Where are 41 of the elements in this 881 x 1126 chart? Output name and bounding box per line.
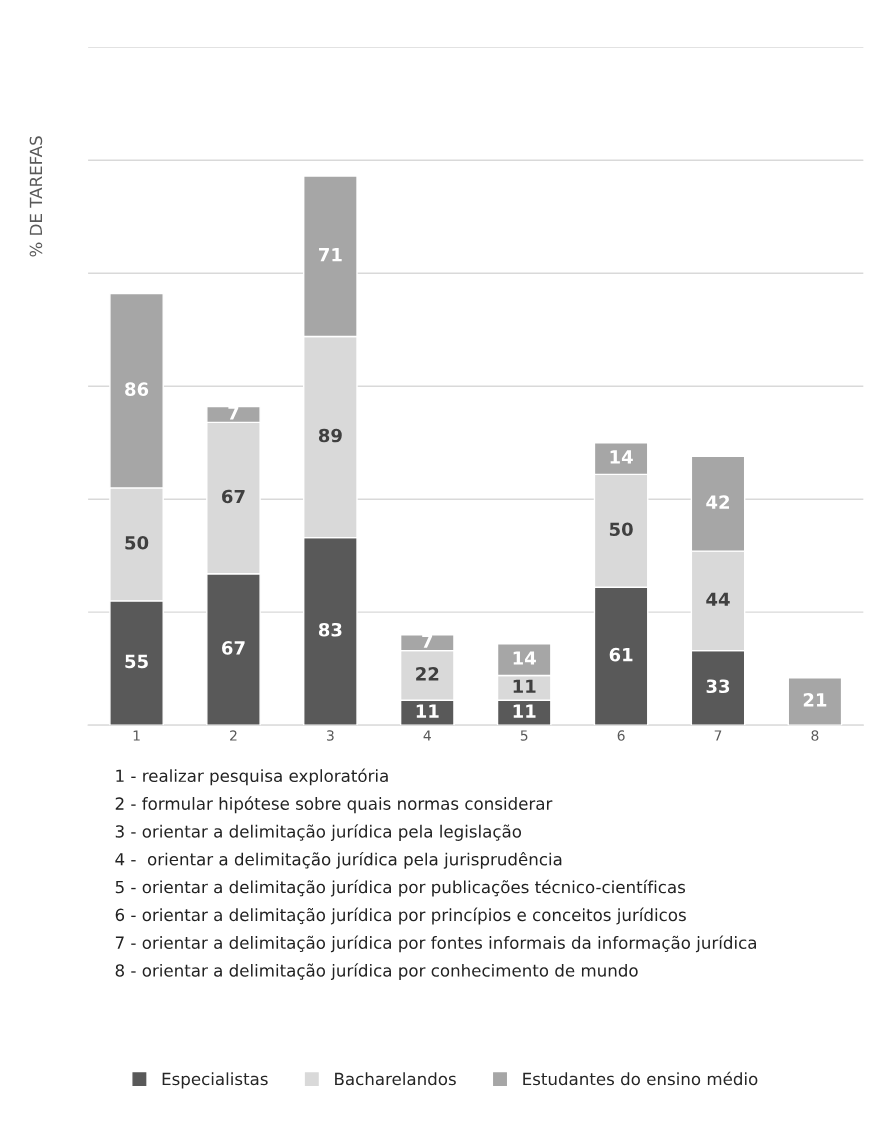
data-label: 11 xyxy=(513,704,536,718)
x-tick-label: 7 xyxy=(714,730,722,741)
data-label: 14 xyxy=(513,651,536,665)
data-label: 89 xyxy=(318,428,342,443)
data-label: 11 xyxy=(416,704,439,718)
x-tick-label: 3 xyxy=(327,730,334,741)
legend-label: Estudantes do ensino médio xyxy=(523,1071,758,1086)
data-label: 11 xyxy=(513,679,536,693)
data-label: 14 xyxy=(610,450,633,464)
bar xyxy=(787,676,843,726)
text: 2 - formular hipótese sobre quais normas considerar xyxy=(115,796,553,814)
text: 3 - orientar a delimitação jurídica pela legislação xyxy=(115,824,522,841)
x-tick-label: 5 xyxy=(520,730,528,741)
data-label: 61 xyxy=(609,647,633,662)
x-tick-label: 2 xyxy=(230,730,237,741)
data-label: 44 xyxy=(706,592,730,606)
x-tick-label: 1 xyxy=(133,730,140,741)
data-label: 86 xyxy=(125,382,149,396)
data-label: 71 xyxy=(319,248,342,262)
data-label: 50 xyxy=(125,535,149,550)
y-axis-title: % DE TAREFAS xyxy=(29,136,43,257)
x-tick-label: 6 xyxy=(617,730,625,741)
data-label: 50 xyxy=(609,522,633,537)
data-label: 33 xyxy=(706,679,730,694)
data-label: 67 xyxy=(222,641,245,655)
data-label: 42 xyxy=(706,495,730,509)
data-label: 55 xyxy=(125,654,148,669)
text: 4 - orientar a delimitação jurídica pela jurisprudência xyxy=(115,851,562,869)
text: 7 - orientar a delimitação jurídica por fontes informais da informação jurídica xyxy=(115,935,756,953)
legend-label: Especialistas xyxy=(162,1072,268,1089)
data-label: 22 xyxy=(416,667,439,681)
text: 8 - orientar a delimitação jurídica por conhecimento de mundo xyxy=(115,963,638,981)
text: 5 - orientar a delimitação jurídica por publicações técnico-científicas xyxy=(115,879,686,897)
data-label: 21 xyxy=(803,693,827,707)
x-tick-label: 8 xyxy=(811,730,819,741)
text: 6 - orientar a delimitação jurídica por princípios e conceitos jurídicos xyxy=(115,907,686,925)
data-label: 67 xyxy=(222,489,245,504)
legend-label: Bacharelandos xyxy=(335,1072,456,1086)
text: 1 - realizar pesquisa exploratória xyxy=(116,768,388,786)
data-label: 83 xyxy=(318,622,342,637)
x-tick-label: 4 xyxy=(423,730,431,741)
